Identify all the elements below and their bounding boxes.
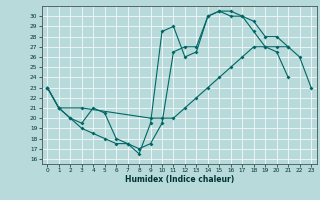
- X-axis label: Humidex (Indice chaleur): Humidex (Indice chaleur): [124, 175, 234, 184]
